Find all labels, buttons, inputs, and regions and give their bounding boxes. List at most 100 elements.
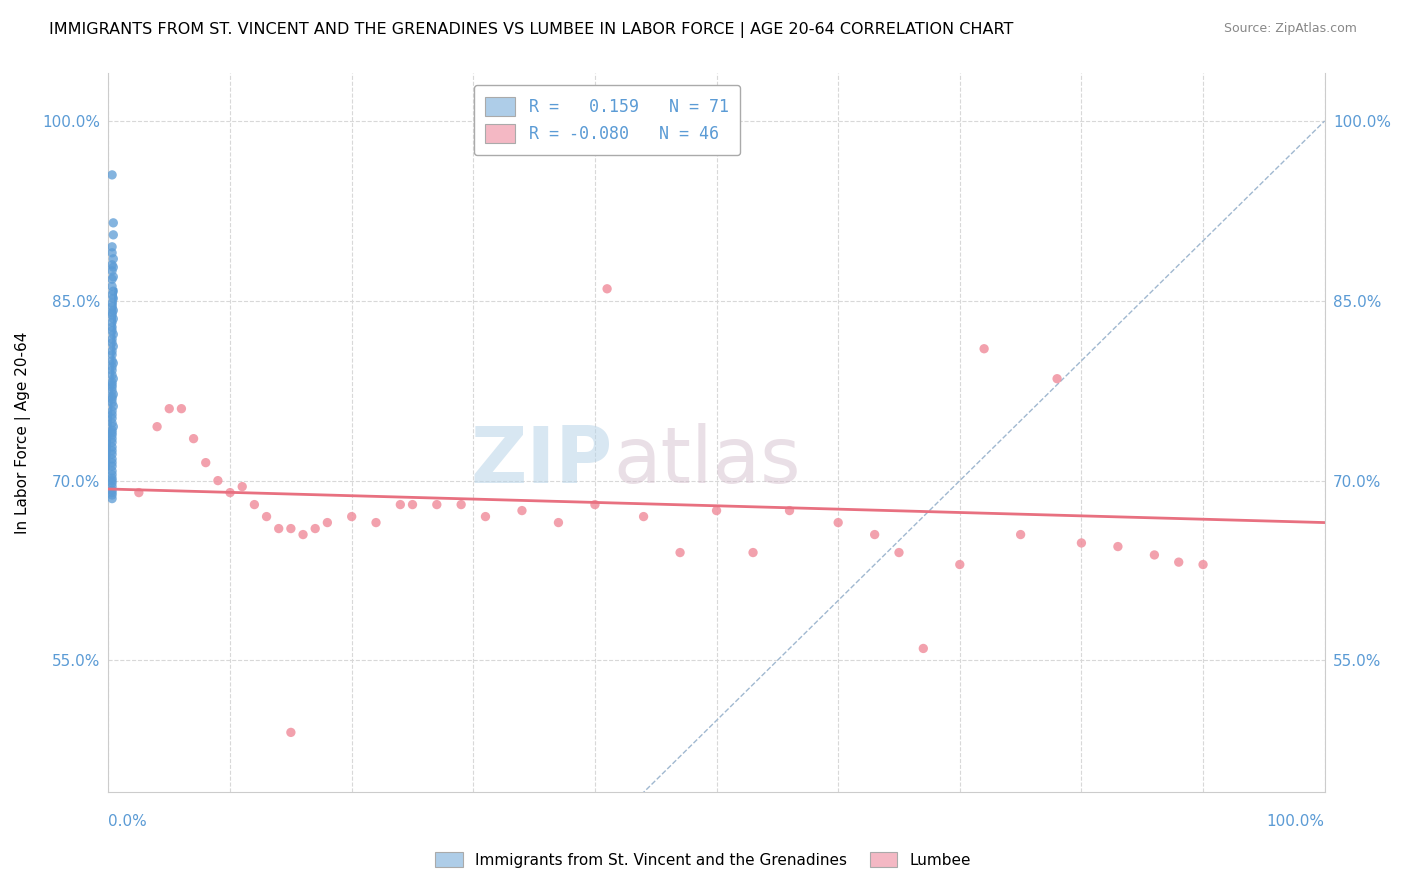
Point [101, 332, 124, 346]
Point [101, 464, 124, 478]
Point [101, 384, 124, 398]
Point [863, 527, 886, 541]
Point [170, 401, 193, 416]
Point [101, 344, 124, 359]
Point [101, 272, 124, 286]
Point [547, 516, 569, 530]
Point [183, 432, 205, 446]
Point [101, 432, 124, 446]
Point [1046, 372, 1069, 386]
Point [1070, 536, 1092, 550]
Point [101, 348, 124, 362]
Point [101, 459, 124, 474]
Point [103, 216, 125, 230]
Point [101, 287, 124, 301]
Point [101, 485, 124, 500]
Point [101, 452, 124, 467]
Point [101, 423, 124, 437]
Point [389, 498, 412, 512]
Point [101, 447, 124, 461]
Point [292, 527, 315, 541]
Point [101, 428, 124, 442]
Point [103, 311, 125, 326]
Point [128, 485, 150, 500]
Point [101, 368, 124, 383]
Point [101, 335, 124, 350]
Point [101, 475, 124, 490]
Point [101, 411, 124, 425]
Point [669, 545, 692, 559]
Point [101, 380, 124, 394]
Point [779, 503, 801, 517]
Point [101, 404, 124, 418]
Point [401, 498, 423, 512]
Point [101, 377, 124, 392]
Point [194, 456, 217, 470]
Point [101, 258, 124, 272]
Point [103, 399, 125, 413]
Point [101, 467, 124, 482]
Point [1192, 558, 1215, 572]
Point [742, 545, 765, 559]
Point [304, 522, 326, 536]
Point [364, 516, 387, 530]
Point [101, 315, 124, 329]
Point [474, 509, 496, 524]
Point [101, 264, 124, 278]
Point [633, 509, 655, 524]
Point [101, 353, 124, 368]
Point [103, 284, 125, 298]
Point [103, 260, 125, 275]
Point [146, 419, 169, 434]
Point [101, 395, 124, 409]
Point [103, 419, 125, 434]
Point [101, 245, 124, 260]
Point [267, 522, 290, 536]
Point [101, 240, 124, 254]
Point [101, 390, 124, 404]
Point [1107, 540, 1129, 554]
Text: Source: ZipAtlas.com: Source: ZipAtlas.com [1223, 22, 1357, 36]
Point [101, 408, 124, 422]
Point [912, 641, 935, 656]
Point [101, 376, 124, 390]
Text: atlas: atlas [613, 424, 800, 500]
Point [243, 498, 266, 512]
Point [1010, 527, 1032, 541]
Point [101, 456, 124, 470]
Point [949, 558, 972, 572]
Point [103, 327, 125, 342]
Point [101, 392, 124, 406]
Point [103, 387, 125, 401]
Point [101, 491, 124, 506]
Point [887, 545, 910, 559]
Point [103, 372, 125, 386]
Point [103, 292, 125, 306]
Point [101, 308, 124, 322]
Point [101, 359, 124, 374]
Point [101, 471, 124, 485]
Point [101, 320, 124, 334]
Point [103, 269, 125, 284]
Point [101, 296, 124, 310]
Point [103, 339, 125, 353]
Point [450, 498, 472, 512]
Text: IMMIGRANTS FROM ST. VINCENT AND THE GRENADINES VS LUMBEE IN LABOR FORCE | AGE 20: IMMIGRANTS FROM ST. VINCENT AND THE GREN… [49, 22, 1014, 38]
Y-axis label: In Labor Force | Age 20-64: In Labor Force | Age 20-64 [15, 332, 31, 533]
Point [101, 324, 124, 338]
Text: ZIP: ZIP [471, 424, 613, 500]
Point [157, 401, 180, 416]
Point [973, 342, 995, 356]
Point [316, 516, 339, 530]
Point [231, 480, 253, 494]
Point [256, 509, 278, 524]
Text: 100.0%: 100.0% [1267, 814, 1324, 829]
Point [101, 480, 124, 494]
Point [101, 300, 124, 314]
Point [103, 227, 125, 242]
Point [101, 474, 124, 488]
Point [596, 282, 619, 296]
Point [280, 522, 302, 536]
Point [280, 725, 302, 739]
Point [583, 498, 606, 512]
